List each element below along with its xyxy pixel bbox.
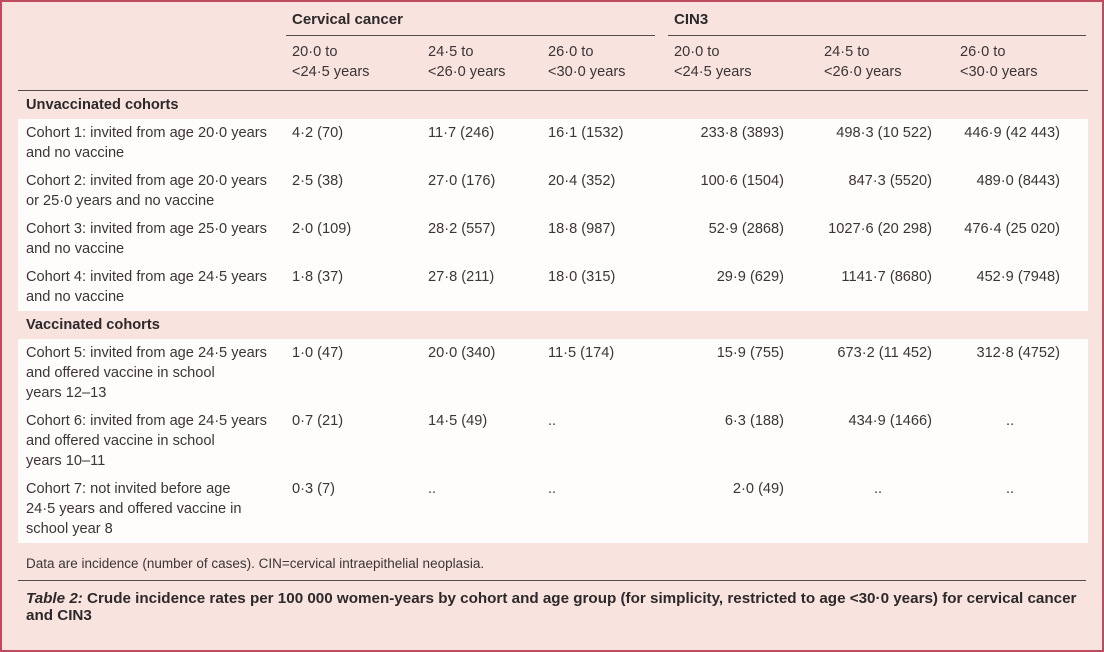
value-cell: 0·7 (21) — [286, 407, 422, 475]
value-cell: 4·2 (70) — [286, 119, 422, 167]
incidence-table: Cervical cancer CIN3 20·0 to <24·5 years… — [18, 2, 1089, 543]
value-cell: 6·3 (188) — [668, 407, 819, 475]
group-header-row: Cervical cancer CIN3 — [18, 2, 1088, 36]
value-cell: 1·0 (47) — [286, 339, 422, 407]
cohort-label-cell: Cohort 7: not invited before age 24·5 ye… — [18, 475, 286, 543]
group-header-cervical-cancer: Cervical cancer — [286, 2, 668, 36]
table-footnote: Data are incidence (number of cases). CI… — [26, 556, 485, 571]
value-cell: 312·8 (4752) — [954, 339, 1089, 407]
value-cell: 489·0 (8443) — [954, 167, 1089, 215]
value-cell: 847·3 (5520) — [818, 167, 955, 215]
value-cell: 18·8 (987) — [542, 215, 669, 263]
table-caption-text: Crude incidence rates per 100 000 women-… — [26, 590, 1077, 624]
table-row-cohort-7: Cohort 7: not invited before age 24·5 ye… — [18, 475, 1089, 543]
table-inner: Cervical cancer CIN3 20·0 to <24·5 years… — [2, 2, 1102, 634]
table-row-cohort-2: Cohort 2: invited from age 20·0 years or… — [18, 167, 1089, 215]
value-cell: 27·8 (211) — [422, 263, 542, 311]
value-cell: 20·0 (340) — [422, 339, 542, 407]
cohort-label-cell: Cohort 3: invited from age 25·0 years an… — [18, 215, 286, 263]
section-row-vaccinated: Vaccinated cohorts — [18, 311, 1088, 339]
section-title: Vaccinated cohorts — [26, 317, 160, 333]
value-cell: 15·9 (755) — [668, 339, 819, 407]
value-cell: 14·5 (49) — [422, 407, 542, 475]
group-label: CIN3 — [668, 10, 1087, 36]
age-header: 24·5 to <26·0 years — [422, 36, 542, 91]
caption-divider — [18, 580, 1086, 581]
value-cell: 1027·6 (20 298) — [818, 215, 955, 263]
section-row-unvaccinated: Unvaccinated cohorts — [18, 91, 1088, 120]
section-title: Unvaccinated cohorts — [26, 97, 179, 113]
value-cell: 28·2 (557) — [422, 215, 542, 263]
value-cell: 2·5 (38) — [286, 167, 422, 215]
value-cell: .. — [954, 407, 1089, 475]
value-cell: 434·9 (1466) — [818, 407, 955, 475]
cohort-label-cell: Cohort 1: invited from age 20·0 years an… — [18, 119, 286, 167]
table-row-cohort-1: Cohort 1: invited from age 20·0 years an… — [18, 119, 1089, 167]
value-cell: 673·2 (11 452) — [818, 339, 955, 407]
age-header: 26·0 to <30·0 years — [542, 36, 669, 91]
value-cell: 27·0 (176) — [422, 167, 542, 215]
age-header: 20·0 to <24·5 years — [286, 36, 422, 91]
value-cell: 100·6 (1504) — [668, 167, 819, 215]
age-header: 20·0 to <24·5 years — [668, 36, 819, 91]
value-cell: 1141·7 (8680) — [818, 263, 955, 311]
value-cell: 16·1 (1532) — [542, 119, 669, 167]
cohort-label-cell: Cohort 5: invited from age 24·5 years an… — [18, 339, 286, 407]
table-caption: Table 2: Crude incidence rates per 100 0… — [18, 581, 1086, 634]
value-cell: .. — [954, 475, 1089, 543]
value-cell: .. — [422, 475, 542, 543]
value-cell: 476·4 (25 020) — [954, 215, 1089, 263]
value-cell: 233·8 (3893) — [668, 119, 819, 167]
value-cell: 18·0 (315) — [542, 263, 669, 311]
table-caption-number: Table 2: — [26, 590, 83, 607]
group-header-cin3: CIN3 — [668, 2, 1088, 36]
value-cell: 11·5 (174) — [542, 339, 669, 407]
table-row-cohort-4: Cohort 4: invited from age 24·5 years an… — [18, 263, 1089, 311]
value-cell: .. — [818, 475, 955, 543]
value-cell: 452·9 (7948) — [954, 263, 1089, 311]
cohort-label-cell: Cohort 6: invited from age 24·5 years an… — [18, 407, 286, 475]
value-cell: 2·0 (109) — [286, 215, 422, 263]
value-cell: 446·9 (42 443) — [954, 119, 1089, 167]
value-cell: 2·0 (49) — [668, 475, 819, 543]
value-cell: 498·3 (10 522) — [818, 119, 955, 167]
empty-corner-cell — [18, 36, 286, 91]
table-row-cohort-6: Cohort 6: invited from age 24·5 years an… — [18, 407, 1089, 475]
value-cell: 29·9 (629) — [668, 263, 819, 311]
table-row-cohort-3: Cohort 3: invited from age 25·0 years an… — [18, 215, 1089, 263]
table-row-cohort-5: Cohort 5: invited from age 24·5 years an… — [18, 339, 1089, 407]
value-cell: 0·3 (7) — [286, 475, 422, 543]
age-header-row: 20·0 to <24·5 years 24·5 to <26·0 years … — [18, 36, 1089, 91]
cohort-label-cell: Cohort 2: invited from age 20·0 years or… — [18, 167, 286, 215]
age-header: 26·0 to <30·0 years — [954, 36, 1089, 91]
value-cell: .. — [542, 475, 669, 543]
value-cell: 52·9 (2868) — [668, 215, 819, 263]
age-header: 24·5 to <26·0 years — [818, 36, 955, 91]
value-cell: .. — [542, 407, 669, 475]
empty-corner-cell — [18, 2, 286, 36]
group-label: Cervical cancer — [286, 10, 656, 36]
value-cell: 11·7 (246) — [422, 119, 542, 167]
cohort-label-cell: Cohort 4: invited from age 24·5 years an… — [18, 263, 286, 311]
value-cell: 1·8 (37) — [286, 263, 422, 311]
value-cell: 20·4 (352) — [542, 167, 669, 215]
